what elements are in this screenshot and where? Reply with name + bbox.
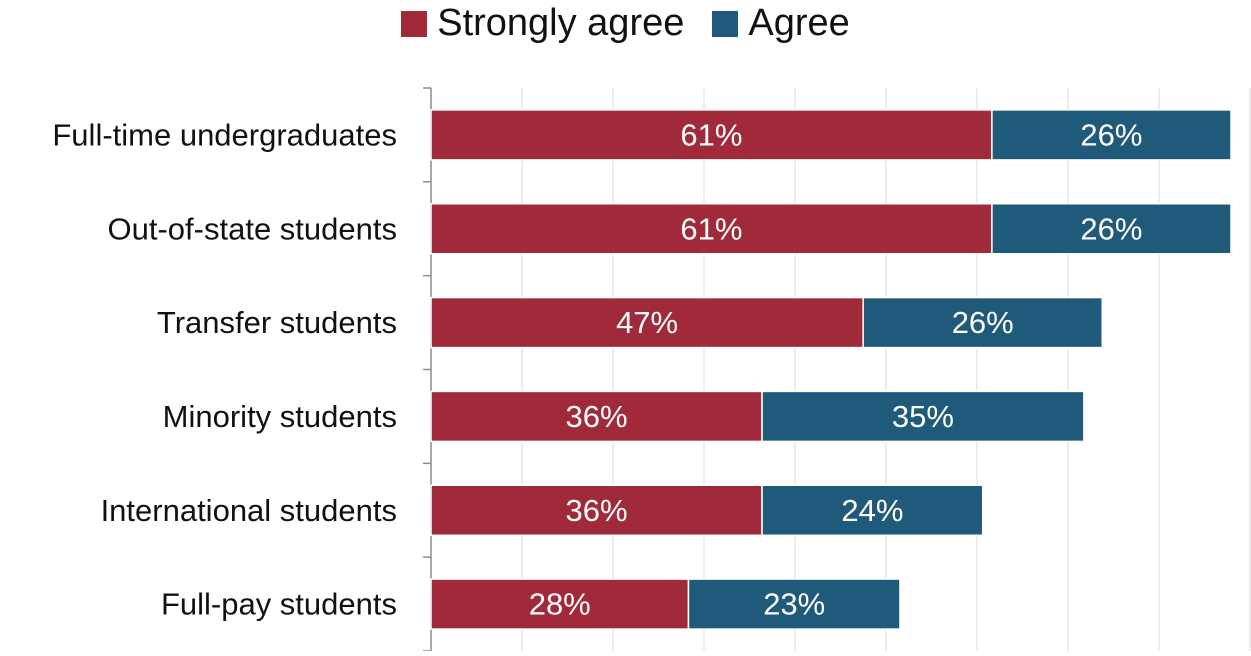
bar-label-strongly-agree: 36% — [565, 493, 627, 528]
bar-label-agree: 26% — [952, 305, 1014, 340]
legend-label-agree: Agree — [748, 2, 850, 44]
legend-swatch-strongly-agree — [401, 10, 428, 37]
bar-agree — [761, 484, 984, 536]
bar-label-strongly-agree: 36% — [565, 399, 627, 434]
legend-swatch-agree — [712, 10, 739, 37]
category-label: Full-pay students — [161, 587, 397, 622]
category-label: Transfer students — [157, 305, 397, 340]
bar-label-agree: 35% — [892, 399, 954, 434]
bar-agree — [862, 296, 1104, 349]
bar-label-strongly-agree: 61% — [680, 117, 742, 152]
category-label: Full-time undergraduates — [52, 117, 397, 152]
bar-strongly-agree — [430, 203, 993, 255]
category-label: Out-of-state students — [108, 211, 397, 246]
category-label: International students — [101, 493, 397, 528]
bar-agree — [991, 109, 1232, 161]
bar-agree — [991, 203, 1232, 255]
bar-label-agree: 23% — [763, 587, 825, 622]
bar-label-agree: 24% — [841, 493, 903, 528]
legend-item-strongly-agree: Strongly agree — [401, 2, 684, 45]
legend-item-agree: Agree — [712, 2, 850, 45]
bar-label-agree: 26% — [1080, 117, 1142, 152]
bar-label-strongly-agree: 61% — [680, 211, 742, 246]
legend-label-strongly-agree: Strongly agree — [437, 2, 685, 44]
bar-label-agree: 26% — [1080, 211, 1142, 246]
bar-agree — [761, 390, 1085, 443]
bar-strongly-agree — [430, 390, 763, 443]
bar-strongly-agree — [430, 578, 690, 630]
bar-strongly-agree — [430, 484, 763, 536]
legend: Strongly agree Agree — [0, 2, 1251, 45]
bar-agree — [687, 578, 901, 630]
bar-strongly-agree — [430, 109, 993, 161]
category-label: Minority students — [163, 399, 397, 434]
bar-label-strongly-agree: 47% — [616, 305, 678, 340]
bar-label-strongly-agree: 28% — [529, 587, 591, 622]
